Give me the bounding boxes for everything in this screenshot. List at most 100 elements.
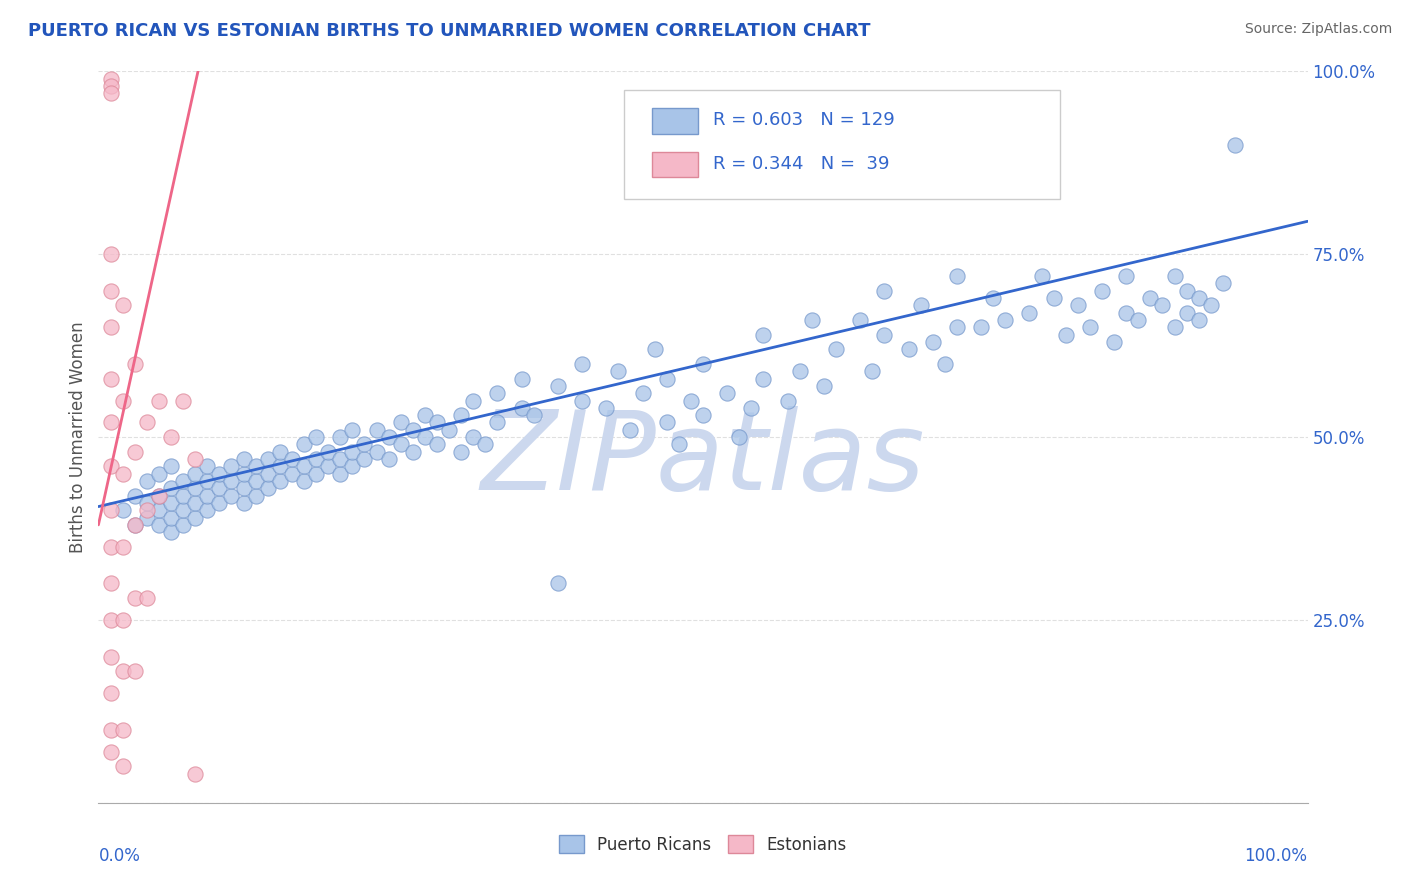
Point <box>208 481 231 495</box>
Point <box>111 759 134 773</box>
Point <box>413 430 436 444</box>
Point <box>450 444 472 458</box>
Point <box>329 467 352 481</box>
Point <box>148 489 170 503</box>
Text: 0.0%: 0.0% <box>98 847 141 864</box>
Text: ZIPatlas: ZIPatlas <box>481 406 925 513</box>
Point <box>486 416 509 430</box>
Point <box>221 474 243 488</box>
Point <box>668 437 690 451</box>
Text: Source: ZipAtlas.com: Source: ZipAtlas.com <box>1244 22 1392 37</box>
Point <box>813 379 835 393</box>
Point <box>595 401 617 415</box>
Point <box>124 517 146 532</box>
Point <box>111 664 134 678</box>
Point <box>195 474 218 488</box>
Point <box>184 481 207 495</box>
Point <box>897 343 920 357</box>
Point <box>547 576 569 591</box>
Point <box>111 393 134 408</box>
Point <box>1188 291 1211 305</box>
Point <box>100 503 122 517</box>
Point <box>353 452 375 467</box>
Point <box>208 467 231 481</box>
Point <box>1163 269 1185 284</box>
Point <box>413 408 436 422</box>
Point <box>148 489 170 503</box>
Point <box>232 496 254 510</box>
Point <box>776 393 799 408</box>
Point <box>111 467 134 481</box>
Point <box>644 343 666 357</box>
Point <box>571 393 593 408</box>
Point <box>1175 306 1198 320</box>
Point <box>849 313 872 327</box>
Point <box>160 496 183 510</box>
Point <box>195 503 218 517</box>
Point <box>1212 277 1234 291</box>
Point <box>655 371 678 385</box>
Point <box>172 517 194 532</box>
Point <box>100 247 122 261</box>
Point <box>800 313 823 327</box>
Point <box>547 379 569 393</box>
Point <box>135 510 157 524</box>
Point <box>221 489 243 503</box>
Point <box>232 467 254 481</box>
Point <box>100 576 122 591</box>
Point <box>148 393 170 408</box>
Point <box>305 452 328 467</box>
Point <box>135 496 157 510</box>
Point <box>172 489 194 503</box>
Point <box>124 357 146 371</box>
Point <box>873 284 896 298</box>
Point <box>1128 313 1150 327</box>
Point <box>1042 291 1064 305</box>
Point <box>195 459 218 474</box>
Point <box>619 423 641 437</box>
Point <box>474 437 496 451</box>
Point <box>1115 269 1137 284</box>
Point <box>366 444 388 458</box>
Point <box>148 467 170 481</box>
Point <box>426 416 449 430</box>
Point <box>692 408 714 422</box>
Point <box>789 364 811 378</box>
Point <box>100 540 122 554</box>
Point <box>679 393 702 408</box>
Point <box>402 444 425 458</box>
Point <box>510 401 533 415</box>
Point <box>342 423 364 437</box>
Point <box>1018 306 1040 320</box>
Point <box>160 481 183 495</box>
Point <box>463 393 485 408</box>
Point <box>124 517 146 532</box>
Point <box>111 298 134 312</box>
Point <box>100 745 122 759</box>
Point <box>135 416 157 430</box>
Point <box>148 517 170 532</box>
Point <box>377 452 399 467</box>
Point <box>316 444 339 458</box>
Point <box>281 467 304 481</box>
Point <box>160 525 183 540</box>
Point <box>305 430 328 444</box>
Point <box>752 371 775 385</box>
Point <box>402 423 425 437</box>
Point <box>160 430 183 444</box>
Point <box>1115 306 1137 320</box>
Legend: Puerto Ricans, Estonians: Puerto Ricans, Estonians <box>553 829 853 860</box>
Point <box>100 284 122 298</box>
Point <box>111 540 134 554</box>
Point <box>981 291 1004 305</box>
Point <box>389 416 412 430</box>
Point <box>100 87 122 101</box>
Point <box>160 510 183 524</box>
Point <box>269 444 291 458</box>
Point <box>100 649 122 664</box>
Point <box>256 452 278 467</box>
Point <box>172 393 194 408</box>
Point <box>463 430 485 444</box>
Point <box>135 503 157 517</box>
Point <box>1102 334 1125 349</box>
